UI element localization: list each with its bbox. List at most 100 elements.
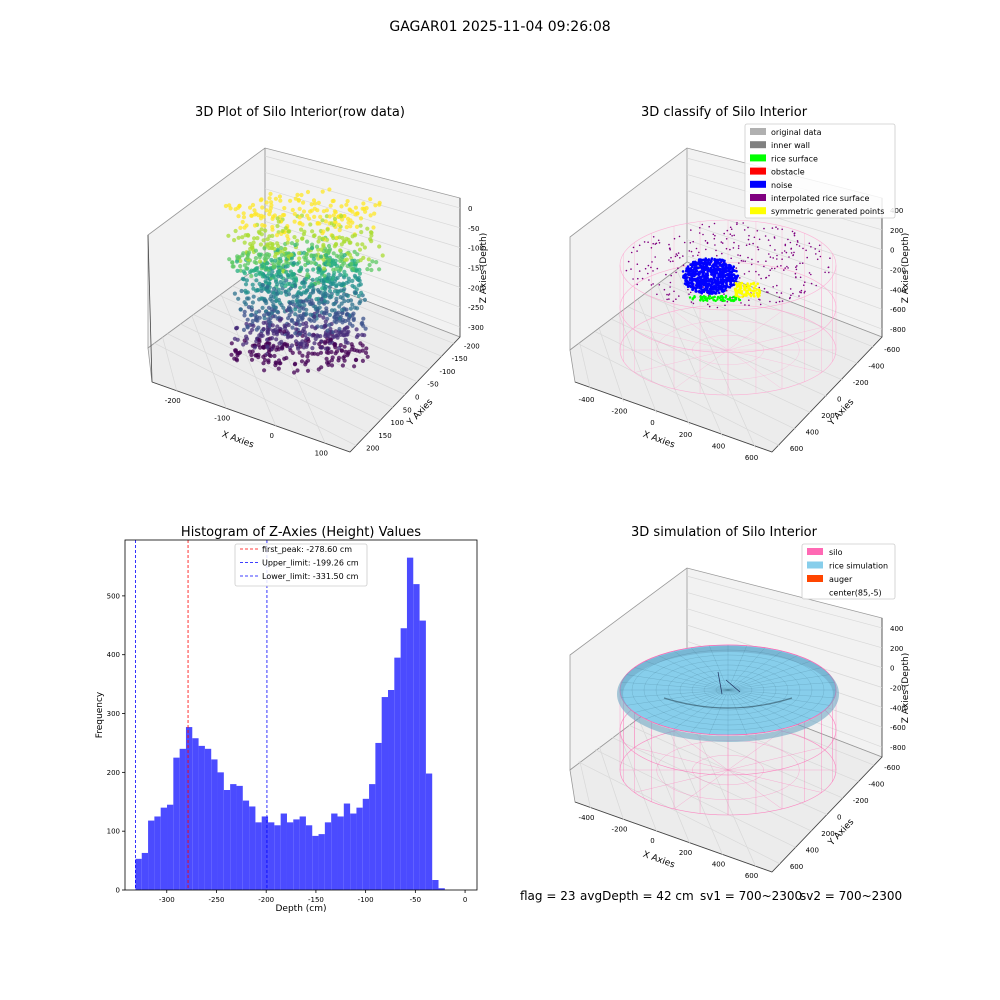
- raw-point: [304, 344, 309, 349]
- raw-point: [304, 255, 309, 260]
- classify-noise-point: [700, 265, 704, 269]
- x-tick-label: 200: [679, 849, 692, 857]
- raw-point: [297, 256, 302, 261]
- raw-point: [288, 348, 293, 353]
- raw-point: [331, 251, 336, 256]
- classify-noise-point: [682, 274, 685, 278]
- classify-interpolated-point: [810, 246, 812, 248]
- classify-legend-swatch: [750, 167, 766, 175]
- raw-point: [313, 304, 318, 309]
- raw-point: [236, 296, 241, 301]
- classify-3d-xlabel: X Axies: [641, 430, 676, 451]
- classify-symmetric-point: [758, 294, 761, 297]
- classify-interpolated-point: [783, 269, 785, 271]
- classify-3d-points: [625, 222, 831, 309]
- raw-point: [296, 346, 301, 351]
- raw-point: [243, 282, 249, 287]
- raw-point: [337, 326, 342, 332]
- classify-interpolated-point: [682, 264, 685, 267]
- raw-point: [272, 213, 277, 218]
- raw-point: [344, 312, 349, 317]
- classify-interpolated-point: [795, 268, 798, 271]
- y-tick-label: 400: [806, 846, 819, 854]
- raw-point: [297, 206, 302, 211]
- histogram-bar: [141, 852, 149, 890]
- classify-interpolated-point: [675, 271, 677, 274]
- z-tick-label: 200: [890, 645, 903, 653]
- classify-3d-x-ticks: -400 -200 0 200 400 600: [579, 396, 759, 462]
- raw-point: [277, 194, 282, 199]
- classify-noise-point: [709, 283, 712, 287]
- raw-point: [252, 345, 257, 350]
- raw-point: [269, 245, 274, 251]
- classify-interpolated-point: [747, 256, 749, 259]
- classify-noise-point: [681, 270, 685, 273]
- classify-interpolated-point: [666, 293, 668, 296]
- histogram-bar: [242, 800, 250, 890]
- classify-interpolated-point: [651, 261, 653, 263]
- classify-noise-point: [722, 264, 726, 268]
- raw-point: [283, 324, 288, 329]
- raw-point: [324, 356, 329, 361]
- classify-interpolated-point: [654, 243, 657, 245]
- classify-interpolated-point: [804, 290, 806, 293]
- raw-point: [301, 326, 306, 331]
- raw-point: [323, 286, 328, 292]
- classify-symmetric-point: [737, 283, 740, 287]
- simulation-silo-spoke: [727, 747, 822, 771]
- classify-symmetric-point: [743, 284, 746, 287]
- raw-point: [234, 358, 240, 363]
- simulation-mesh-spoke: [727, 667, 822, 691]
- classify-noise-point: [717, 261, 720, 265]
- classify-interpolated-point: [796, 265, 798, 267]
- raw-point: [337, 228, 342, 233]
- raw-point: [328, 337, 333, 342]
- raw-point: [325, 332, 331, 337]
- raw-point: [327, 288, 332, 294]
- raw-point: [230, 260, 235, 265]
- raw-point: [290, 299, 295, 304]
- raw-point: [323, 346, 328, 351]
- raw-point: [272, 314, 277, 319]
- classify-interpolated-point: [768, 253, 770, 255]
- classify-noise-point: [701, 279, 704, 282]
- classify-symmetric-point: [753, 289, 756, 293]
- x-tick-label: 400: [712, 861, 725, 869]
- classify-interpolated-point: [765, 291, 768, 293]
- histogram-bars: [135, 557, 445, 890]
- classify-interpolated-point: [668, 243, 670, 246]
- classify-interpolated-point: [781, 228, 783, 231]
- classify-noise-point: [689, 284, 692, 288]
- simulation-mesh-spoke: [621, 682, 729, 691]
- raw-point: [323, 219, 328, 224]
- classify-interpolated-point: [656, 293, 658, 296]
- classify-interpolated-point: [814, 248, 816, 250]
- grid-line: [598, 746, 624, 820]
- classify-noise-point: [711, 292, 714, 295]
- raw-point: [311, 290, 316, 295]
- histogram-y-tick-label: 0: [116, 887, 120, 895]
- classify-symmetric-point: [741, 295, 744, 299]
- classify-interpolated-point: [648, 279, 650, 281]
- classify-noise-point: [712, 286, 715, 290]
- raw-point: [262, 298, 267, 303]
- raw-point: [352, 347, 357, 353]
- raw-point: [270, 269, 275, 274]
- raw-point: [295, 261, 300, 266]
- raw-point: [332, 308, 337, 313]
- raw-point: [242, 300, 247, 305]
- raw-point: [233, 349, 238, 354]
- classify-rice-surface-point: [712, 299, 715, 302]
- classify-symmetric-point: [755, 291, 759, 295]
- classify-interpolated-point: [787, 267, 789, 269]
- raw-point: [305, 259, 311, 264]
- raw-point: [302, 284, 307, 289]
- raw-point: [313, 326, 318, 331]
- raw-point: [326, 243, 332, 249]
- raw-point: [249, 273, 254, 279]
- classify-interpolated-point: [784, 267, 786, 269]
- raw-point: [285, 240, 290, 245]
- classify-rice-surface-point: [721, 298, 724, 301]
- classify-rice-surface-point: [713, 295, 716, 299]
- grid-line: [579, 760, 591, 808]
